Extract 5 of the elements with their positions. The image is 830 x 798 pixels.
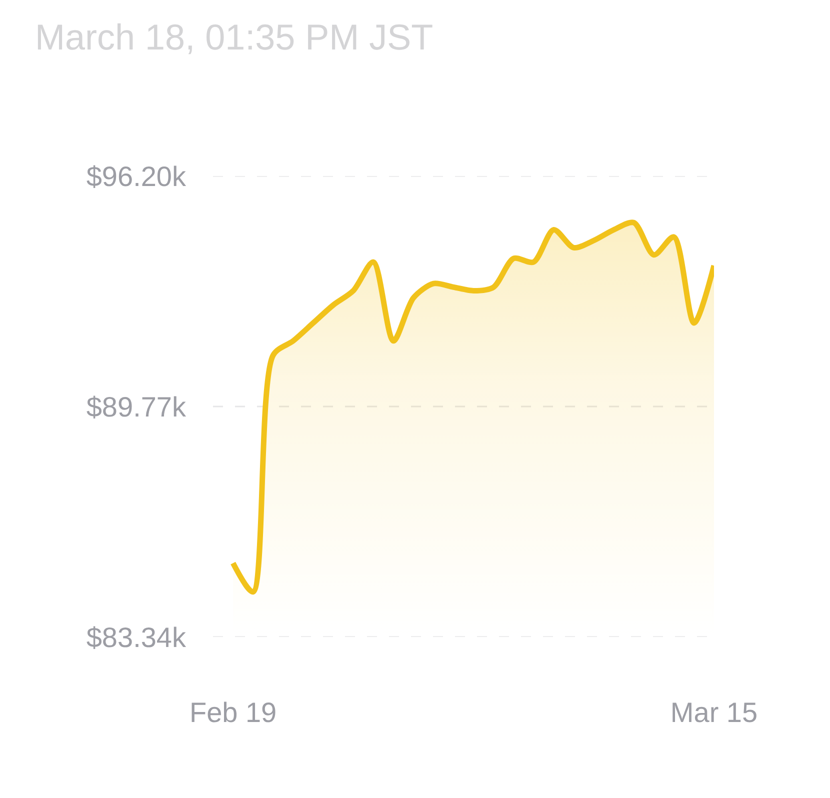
y-tick-label: $83.34k <box>86 622 187 653</box>
y-tick-label: $89.77k <box>86 391 187 422</box>
x-tick-label: Mar 15 <box>670 697 758 728</box>
x-tick-label: Feb 19 <box>189 697 277 728</box>
y-tick-label: $96.20k <box>86 160 187 192</box>
